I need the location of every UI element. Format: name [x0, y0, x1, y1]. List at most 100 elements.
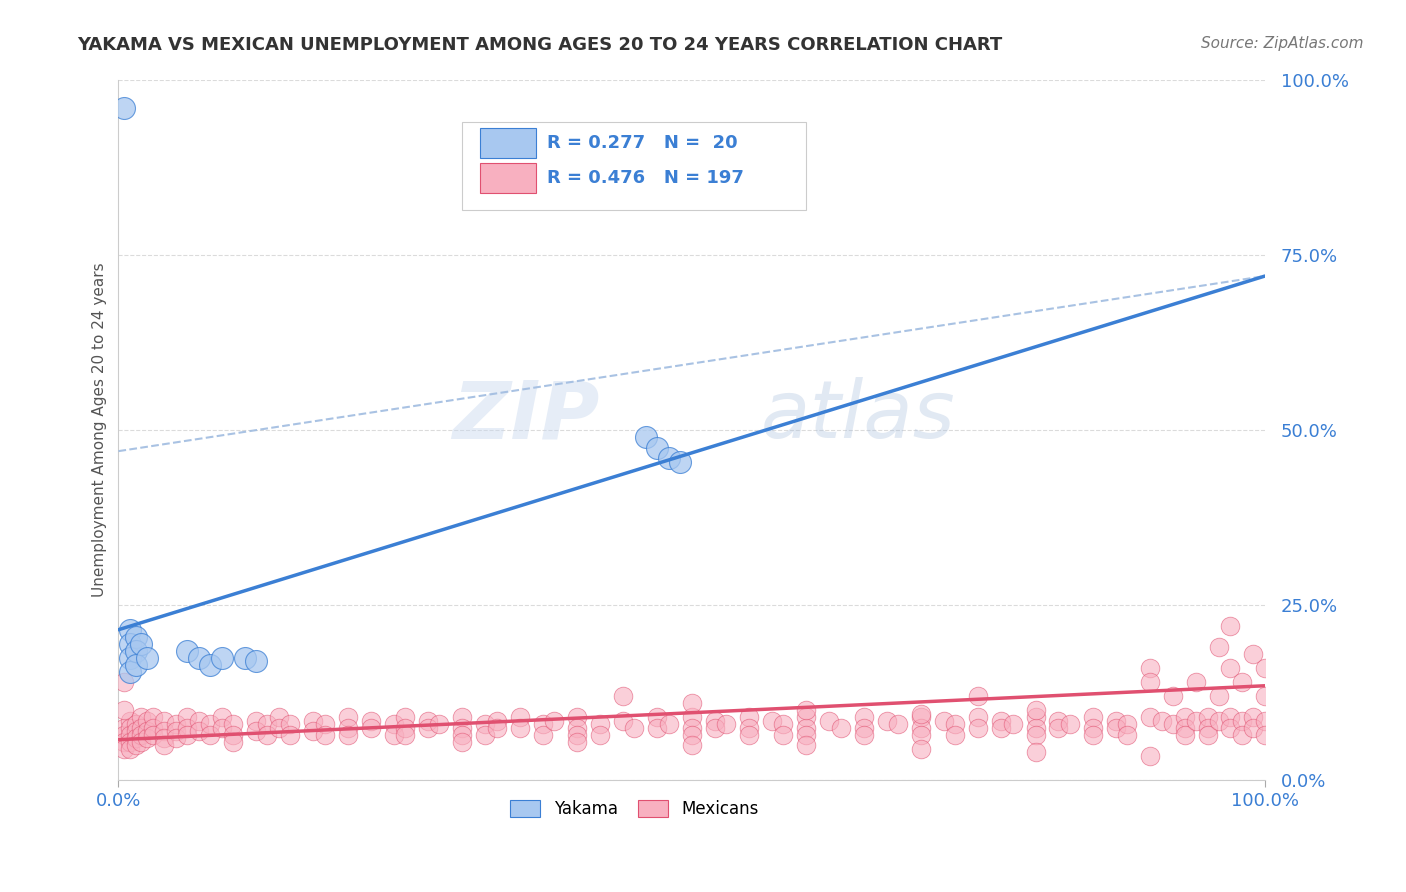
Point [1139, 675, 1161, 690]
Point [703, 721, 725, 735]
Point [187, 724, 209, 739]
Point [1025, 728, 1047, 742]
Point [1241, 710, 1264, 724]
Point [198, 657, 221, 672]
Point [1105, 721, 1128, 735]
Point [852, 710, 875, 724]
Point [876, 714, 898, 728]
Point [1174, 728, 1197, 742]
Point [910, 741, 932, 756]
Point [1197, 728, 1219, 742]
Point [211, 710, 233, 724]
Point [394, 728, 416, 742]
Point [394, 721, 416, 735]
Point [360, 714, 382, 728]
Point [738, 728, 761, 742]
Point [1219, 661, 1241, 675]
Point [1185, 675, 1208, 690]
Point [118, 637, 141, 651]
Point [118, 714, 141, 728]
Point [910, 721, 932, 735]
Point [136, 650, 159, 665]
Point [967, 721, 990, 735]
FancyBboxPatch shape [463, 122, 806, 210]
Point [124, 644, 146, 658]
Point [124, 657, 146, 672]
Point [474, 717, 496, 731]
Point [280, 728, 302, 742]
Point [198, 717, 221, 731]
Point [1116, 728, 1139, 742]
Point [761, 714, 783, 728]
Point [1081, 728, 1104, 742]
Point [1047, 714, 1070, 728]
Point [360, 721, 382, 735]
Point [714, 717, 737, 731]
Point [703, 714, 725, 728]
Point [932, 714, 955, 728]
Point [612, 714, 634, 728]
Point [1105, 714, 1128, 728]
Point [245, 714, 267, 728]
Point [336, 710, 359, 724]
Point [1161, 690, 1184, 704]
Point [112, 675, 135, 690]
Point [681, 721, 703, 735]
Point [474, 728, 496, 742]
Point [165, 724, 187, 739]
Point [314, 728, 336, 742]
Point [198, 728, 221, 742]
Point [1219, 619, 1241, 633]
Point [245, 654, 267, 668]
Point [142, 710, 165, 724]
Point [124, 731, 146, 746]
Point [176, 644, 198, 658]
Point [256, 728, 278, 742]
Point [967, 690, 990, 704]
Point [112, 728, 135, 742]
Point [416, 721, 439, 735]
Point [118, 728, 141, 742]
Point [772, 717, 794, 731]
Point [1219, 710, 1241, 724]
Text: ZIP: ZIP [453, 377, 600, 455]
Point [142, 721, 165, 735]
Point [531, 728, 554, 742]
Point [738, 710, 761, 724]
Point [612, 690, 634, 704]
FancyBboxPatch shape [479, 128, 536, 158]
Point [852, 728, 875, 742]
Y-axis label: Unemployment Among Ages 20 to 24 years: Unemployment Among Ages 20 to 24 years [93, 263, 107, 598]
Text: YAKAMA VS MEXICAN UNEMPLOYMENT AMONG AGES 20 TO 24 YEARS CORRELATION CHART: YAKAMA VS MEXICAN UNEMPLOYMENT AMONG AGE… [77, 36, 1002, 54]
Point [118, 623, 141, 637]
Point [1230, 728, 1253, 742]
Point [794, 703, 817, 717]
Point [112, 721, 135, 735]
Point [830, 721, 852, 735]
Point [509, 710, 531, 724]
Text: atlas: atlas [761, 377, 955, 455]
Point [118, 721, 141, 735]
Point [1219, 721, 1241, 735]
FancyBboxPatch shape [479, 163, 536, 193]
Point [222, 735, 245, 749]
Point [943, 728, 966, 742]
Point [451, 735, 474, 749]
Point [1025, 745, 1047, 759]
Point [990, 714, 1012, 728]
Point [1254, 728, 1277, 742]
Point [142, 728, 165, 742]
Point [176, 710, 198, 724]
Point [382, 728, 405, 742]
Point [280, 717, 302, 731]
Point [211, 650, 233, 665]
Point [302, 714, 325, 728]
Point [910, 710, 932, 724]
Point [645, 441, 668, 455]
Point [658, 717, 681, 731]
Point [1081, 721, 1104, 735]
Point [1197, 721, 1219, 735]
Point [118, 741, 141, 756]
Point [165, 731, 187, 746]
Point [131, 710, 153, 724]
